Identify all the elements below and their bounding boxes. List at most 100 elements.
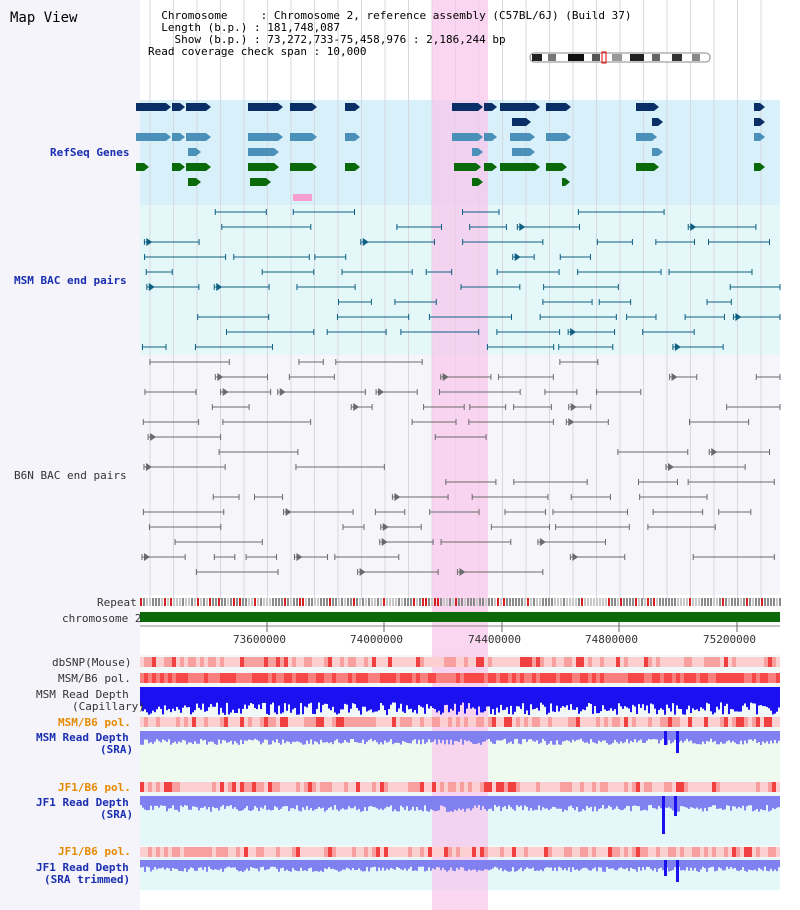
polymorphism-cell	[232, 782, 236, 792]
polymorphism-cell	[432, 782, 436, 792]
read-depth-bar	[674, 687, 676, 715]
repeat-element	[575, 598, 577, 606]
polymorphism-cell	[496, 782, 500, 792]
read-depth-bar	[464, 796, 466, 812]
polymorphism-cell	[324, 782, 328, 792]
refseq-gene	[754, 103, 760, 111]
read-depth-bar	[152, 687, 154, 711]
read-depth-bar	[598, 796, 600, 809]
repeat-element	[440, 598, 442, 606]
polymorphism-cell	[380, 782, 384, 792]
read-depth-bar	[660, 731, 662, 741]
read-depth-bar	[182, 860, 184, 872]
polymorphism-cell	[360, 673, 364, 683]
read-depth-bar	[188, 731, 190, 743]
read-depth-bar	[196, 796, 198, 808]
read-depth-bar	[638, 796, 640, 807]
track-label-jf1-read-depth-sra[interactable]: JF1 Read Depth	[36, 796, 129, 809]
read-depth-bar	[772, 796, 774, 809]
repeat-element	[554, 598, 556, 606]
polymorphism-cell	[444, 847, 448, 857]
read-depth-bar	[502, 731, 504, 740]
repeat-element	[218, 598, 220, 606]
repeat-element	[287, 598, 289, 606]
read-depth-bar	[566, 860, 568, 871]
polymorphism-cell	[552, 782, 556, 792]
read-depth-bar	[596, 796, 598, 812]
polymorphism-cell	[772, 717, 776, 727]
read-depth-bar	[208, 796, 210, 808]
read-depth-bar	[734, 731, 736, 743]
read-depth-bar	[548, 860, 550, 868]
track-label-msm-b6-pol-2[interactable]: MSM/B6 pol.	[58, 716, 131, 729]
read-depth-bar	[710, 731, 712, 739]
read-depth-bar	[724, 687, 726, 706]
repeat-element	[599, 598, 601, 606]
polymorphism-cell	[608, 717, 612, 727]
track-label-jf1-read-depth-trimmed[interactable]: JF1 Read Depth	[36, 861, 129, 874]
gene-strand-arrow	[355, 103, 360, 111]
read-depth-bar	[764, 796, 766, 811]
read-depth-bar	[510, 687, 512, 706]
read-depth-bar	[356, 860, 358, 870]
read-depth-bar	[386, 687, 388, 715]
track-label-repeat[interactable]: Repeat	[97, 596, 137, 609]
polymorphism-cell	[480, 673, 484, 683]
polymorphism-cell	[320, 847, 324, 857]
repeat-element	[533, 598, 535, 606]
read-depth-bar	[228, 731, 230, 742]
read-depth-bar	[684, 731, 686, 741]
repeat-element	[185, 598, 187, 606]
read-depth-bar	[306, 687, 308, 708]
read-depth-bar	[614, 731, 616, 740]
read-depth-bar	[394, 731, 396, 743]
read-depth-bar	[764, 731, 766, 744]
track-label-jf1-b6-pol[interactable]: JF1/B6 pol.	[58, 781, 131, 794]
repeat-element	[278, 598, 280, 606]
track-label-b6n-bac[interactable]: B6N BAC end pairs	[14, 469, 127, 482]
read-depth-bar	[174, 796, 176, 810]
polymorphism-cell	[456, 657, 460, 667]
track-label-msm-bac[interactable]: MSM BAC end pairs	[14, 274, 127, 287]
repeat-element	[305, 598, 307, 606]
read-depth-bar	[536, 731, 538, 741]
read-depth-bar	[172, 860, 174, 868]
track-label-jf1-b6-pol-2[interactable]: JF1/B6 pol.	[58, 845, 131, 858]
read-depth-bar	[660, 860, 662, 868]
polymorphism-cell	[516, 717, 520, 727]
read-depth-bar	[382, 860, 384, 868]
track-label-refseq-genes[interactable]: RefSeq Genes	[50, 146, 130, 159]
polymorphism-cell	[420, 717, 424, 727]
read-depth-bar	[212, 796, 214, 807]
read-depth-bar	[392, 796, 394, 812]
read-depth-bar	[248, 731, 250, 740]
read-depth-bar	[300, 687, 302, 703]
read-depth-bar	[150, 731, 152, 743]
repeat-element	[683, 598, 685, 606]
polymorphism-cell	[164, 782, 168, 792]
polymorphism-cell	[348, 782, 352, 792]
track-label-msm-read-depth-cap[interactable]: MSM Read Depth	[36, 688, 129, 701]
read-depth-bar	[556, 860, 558, 872]
read-depth-bar	[724, 860, 726, 871]
read-depth-bar	[600, 731, 602, 742]
track-label-msm-b6-pol[interactable]: MSM/B6 pol.	[58, 672, 131, 685]
polymorphism-cell	[484, 657, 488, 667]
read-depth-bar	[456, 796, 458, 811]
polymorphism-cell	[412, 657, 416, 667]
polymorphism-cell	[540, 673, 544, 683]
repeat-element	[320, 598, 322, 606]
polymorphism-cell	[176, 782, 180, 792]
track-label-msm-read-depth-sra[interactable]: MSM Read Depth	[36, 731, 129, 744]
polymorphism-cell	[596, 657, 600, 667]
polymorphism-cell	[320, 782, 324, 792]
polymorphism-cell	[172, 782, 176, 792]
track-label-chromosome[interactable]: chromosome 2	[62, 612, 142, 625]
read-depth-bar	[248, 860, 250, 871]
polymorphism-cell	[172, 657, 176, 667]
refseq-gene	[546, 163, 562, 171]
polymorphism-cell	[168, 673, 172, 683]
polymorphism-cell	[316, 673, 320, 683]
polymorphism-cell	[252, 847, 256, 857]
track-label-dbsnp[interactable]: dbSNP(Mouse)	[52, 656, 132, 669]
